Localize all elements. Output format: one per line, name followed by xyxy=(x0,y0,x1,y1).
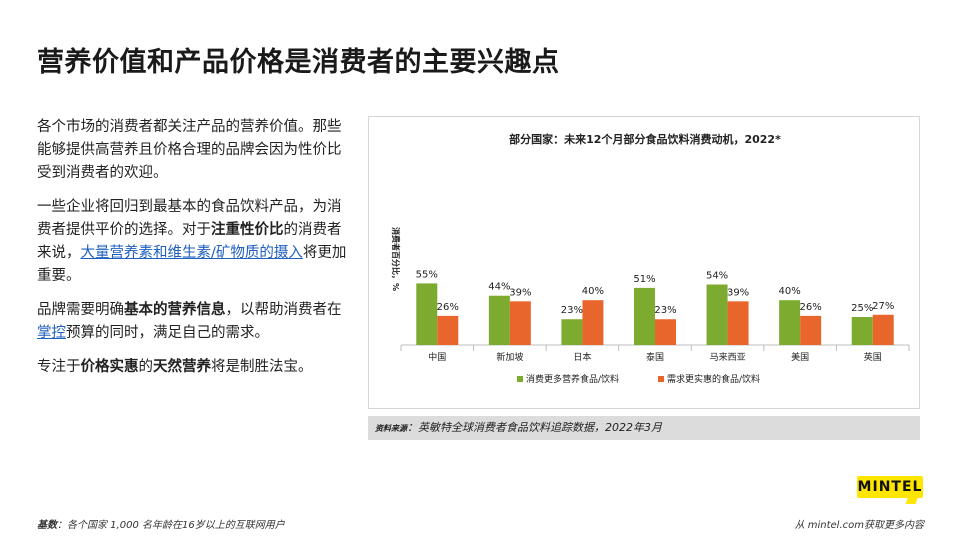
category-label: 美国 xyxy=(791,351,809,363)
chart-panel: 部分国家：未来12个月部分食品饮料消费动机，2022* 消费者百分比，% 55% 26… xyxy=(368,116,920,409)
y-axis-label: 消费者百分比，% xyxy=(391,227,401,291)
logo-text: MINTEL xyxy=(857,476,923,498)
paragraph-4: 专注于价格实惠的天然营养将是制胜法宝。 xyxy=(37,356,347,379)
bar-affordable xyxy=(800,315,822,345)
data-label: 39% xyxy=(727,287,749,298)
bar-affordable xyxy=(727,301,749,345)
bar-nutritious xyxy=(561,319,583,345)
data-label: 55% xyxy=(416,269,438,280)
text-span: 的 xyxy=(138,359,154,375)
data-label: 25% xyxy=(851,303,873,314)
bar-nutritious xyxy=(779,300,801,345)
bar-affordable xyxy=(582,300,604,345)
bar-nutritious xyxy=(488,295,510,345)
bar-chart: 部分国家：未来12个月部分食品饮料消费动机，2022* 消费者百分比，% 55% 26… xyxy=(391,132,910,385)
legend-label: 消费更多营养食品/饮料 xyxy=(526,373,619,385)
text-span: 一些企业将回归到最基本的食品饮料产品，为消费者提供平价的选择。对于 xyxy=(37,199,342,238)
emphasis-text: 基本的营养信息 xyxy=(124,302,226,318)
emphasis-text: 注重性价比 xyxy=(211,222,284,238)
bar-nutritious xyxy=(634,287,655,345)
bar-affordable xyxy=(872,314,894,345)
chart-title: 部分国家：未来12个月部分食品饮料消费动机，2022* xyxy=(509,132,781,146)
category-label: 英国 xyxy=(864,351,882,363)
data-label: 54% xyxy=(706,271,728,282)
text-span: 品牌需要明确 xyxy=(37,302,124,318)
emphasis-text: 天然营养 xyxy=(153,359,211,375)
bar-nutritious xyxy=(851,317,873,345)
paragraph-2: 一些企业将回归到最基本的食品饮料产品，为消费者提供平价的选择。对于注重性价比的消… xyxy=(37,196,347,288)
base-note: 基数：各个国家 1,000 名年龄在16岁以上的互联网用户 xyxy=(37,516,285,531)
text-span: 将更加重要。 xyxy=(37,245,347,284)
emphasis-text: 价格实惠 xyxy=(80,359,139,375)
text-span: 的消费者来说， xyxy=(37,222,342,261)
legend-swatch xyxy=(517,376,523,382)
source-text: ：英敏特全球消费者食品饮料追踪数据，2022年3月 xyxy=(407,421,662,434)
bar-nutritious xyxy=(706,284,728,345)
source-label: 资料来源 xyxy=(375,424,407,433)
legend-swatch xyxy=(658,376,664,382)
text-span: ，以帮助消费者在 xyxy=(225,302,342,318)
category-label: 日本 xyxy=(573,351,591,363)
category-label: 新加坡 xyxy=(496,351,523,363)
more-content-link[interactable]: 从 mintel.com获取更多内容 xyxy=(794,520,924,531)
paragraph-3: 品牌需要明确基本的营养信息，以帮助消费者在掌控预算的同时，满足自己的需求。 xyxy=(37,299,347,345)
source-note: 资料来源：英敏特全球消费者食品饮料追踪数据，2022年3月 xyxy=(368,416,920,440)
category-label: 泰国 xyxy=(646,351,664,363)
bar-nutritious xyxy=(416,283,438,345)
logo-tail xyxy=(905,496,919,504)
category-label: 马来西亚 xyxy=(710,352,746,363)
text-span: 将是制胜法宝。 xyxy=(211,359,313,375)
paragraph-1: 各个市场的消费者都关注产品的营养价值。那些能够提供高营养且价格合理的品牌会因为性… xyxy=(37,119,342,181)
data-label: 39% xyxy=(509,287,531,298)
data-label: 40% xyxy=(779,286,801,297)
bar-affordable xyxy=(437,315,459,345)
text-span: 预算的同时，满足自己的需求。 xyxy=(66,325,269,341)
nutrient-link[interactable]: 大量营养素和维生素/矿物质的摄入 xyxy=(80,245,303,261)
base-label: 基数 xyxy=(37,520,57,531)
body-text: 各个市场的消费者都关注产品的营养价值。那些能够提供高营养且价格合理的品牌会因为性… xyxy=(37,116,347,390)
data-label: 26% xyxy=(437,302,459,313)
mintel-logo: MINTEL xyxy=(857,476,923,504)
data-label: 23% xyxy=(654,305,676,316)
data-label: 23% xyxy=(561,305,583,316)
legend-label: 需求更实惠的食品/饮料 xyxy=(667,373,760,385)
budget-link[interactable]: 掌控 xyxy=(37,325,66,341)
category-label: 中国 xyxy=(428,351,446,363)
data-label: 26% xyxy=(800,302,822,313)
data-label: 51% xyxy=(633,274,655,285)
data-label: 40% xyxy=(582,286,604,297)
bar-affordable xyxy=(509,301,531,345)
base-text: ：各个国家 1,000 名年龄在16岁以上的互联网用户 xyxy=(57,520,285,531)
bar-affordable xyxy=(655,319,676,345)
text-span: 专注于 xyxy=(37,359,81,375)
data-label: 44% xyxy=(488,282,510,293)
page-title: 营养价值和产品价格是消费者的主要兴趣点 xyxy=(37,47,560,78)
data-label: 27% xyxy=(872,301,894,312)
